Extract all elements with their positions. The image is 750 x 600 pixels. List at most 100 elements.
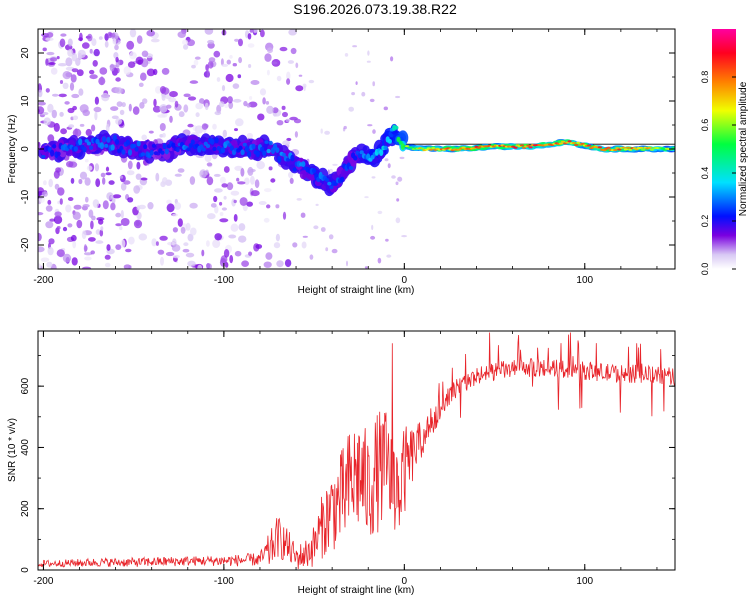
noise-speck <box>265 252 273 260</box>
noise-speck <box>193 59 199 66</box>
colorbar-tick-label: 0.8 <box>700 71 710 84</box>
noise-speck <box>185 252 195 258</box>
ridge-cell <box>210 138 215 145</box>
noise-speck <box>135 56 144 65</box>
noise-speck <box>287 60 294 64</box>
ridge-cell <box>140 152 146 157</box>
ridge-cell <box>101 136 107 143</box>
noise-speck <box>387 163 391 169</box>
noise-speck <box>228 101 234 110</box>
noise-speck <box>187 96 197 101</box>
noise-speck <box>101 93 110 102</box>
noise-speck <box>136 35 143 44</box>
noise-speck <box>159 86 167 94</box>
noise-speck <box>396 198 400 202</box>
noise-speck <box>150 38 160 43</box>
noise-speck <box>38 141 41 149</box>
noise-speck <box>115 244 122 251</box>
noise-speck <box>60 33 67 37</box>
noise-speck <box>228 234 237 239</box>
noise-speck <box>153 68 158 76</box>
noise-speck <box>140 72 147 81</box>
noise-speck <box>94 96 99 105</box>
noise-speck <box>92 60 98 67</box>
ridge-cell <box>357 153 362 159</box>
colorbar-tick-label: 0.0 <box>700 263 710 276</box>
noise-speck <box>182 248 190 253</box>
noise-speck <box>275 204 280 209</box>
noise-speck <box>204 102 209 111</box>
noise-speck <box>53 122 60 132</box>
noise-speck <box>395 181 399 186</box>
noise-speck <box>328 234 334 240</box>
noise-speck <box>229 55 233 59</box>
ridge-cell <box>383 145 388 150</box>
noise-speck <box>114 44 119 51</box>
noise-speck <box>123 264 132 269</box>
noise-speck <box>73 204 82 210</box>
noise-speck <box>279 46 288 52</box>
noise-speck <box>72 211 81 220</box>
noise-speck <box>206 263 212 269</box>
noise-speck <box>89 69 95 75</box>
ridge-cell <box>127 149 133 156</box>
noise-speck <box>171 244 181 252</box>
noise-speck <box>119 109 125 116</box>
noise-speck <box>120 239 126 248</box>
noise-speck <box>77 49 86 59</box>
noise-speck <box>285 118 290 123</box>
noise-speck <box>294 131 298 138</box>
ridge-cell <box>561 140 566 143</box>
snr-axes: -200 -100 0 100 0 200 400 600 <box>20 331 675 587</box>
noise-speck <box>199 98 205 105</box>
noise-speck <box>377 257 382 264</box>
noise-speck <box>386 254 392 258</box>
noise-speck <box>120 210 124 219</box>
ridge-cell <box>121 149 126 155</box>
noise-speck <box>59 38 66 48</box>
noise-speck <box>39 195 45 203</box>
noise-speck <box>239 197 248 206</box>
ridge-cell <box>649 148 655 151</box>
noise-speck <box>98 218 104 225</box>
noise-speck <box>100 226 104 231</box>
noise-speck <box>250 175 255 185</box>
ridge-cell <box>567 140 572 143</box>
colorbar-label: Normalized spectral amplitude <box>738 81 749 216</box>
noise-speck <box>72 105 77 111</box>
noise-speck <box>174 202 182 210</box>
noise-speck <box>296 198 302 201</box>
ridge-cell <box>281 152 286 157</box>
noise-speck <box>178 111 185 118</box>
noise-speck <box>174 100 179 108</box>
noise-speck <box>142 98 148 104</box>
noise-speck <box>355 81 358 85</box>
ridge-cell <box>327 181 332 186</box>
noise-speck <box>183 44 189 50</box>
noise-speck <box>183 104 189 113</box>
noise-speck <box>276 260 284 268</box>
colorbar: 0.0 0.2 0.4 0.6 0.8 Normalized spectral ampl… <box>700 29 749 275</box>
noise-speck <box>58 93 67 98</box>
ridge-cell <box>201 147 206 152</box>
noise-speck <box>100 76 104 85</box>
noise-speck <box>230 223 239 232</box>
noise-speck <box>166 199 172 205</box>
noise-speck <box>115 77 121 82</box>
noise-speck <box>102 177 106 185</box>
spectrogram-xlabel: Height of straight line (km) <box>298 285 415 296</box>
noise-speck <box>236 177 240 182</box>
noise-speck <box>127 61 136 68</box>
y-tick-label: -20 <box>20 237 31 252</box>
noise-speck <box>147 202 154 210</box>
noise-speck <box>301 241 307 249</box>
noise-speck <box>265 101 270 105</box>
noise-speck <box>74 128 78 137</box>
noise-speck <box>71 93 80 99</box>
noise-speck <box>70 177 75 184</box>
ridge-cell <box>558 142 564 145</box>
ridge-cell <box>160 150 165 155</box>
noise-speck <box>111 32 116 38</box>
noise-speck <box>83 252 93 256</box>
noise-speck <box>78 88 84 96</box>
